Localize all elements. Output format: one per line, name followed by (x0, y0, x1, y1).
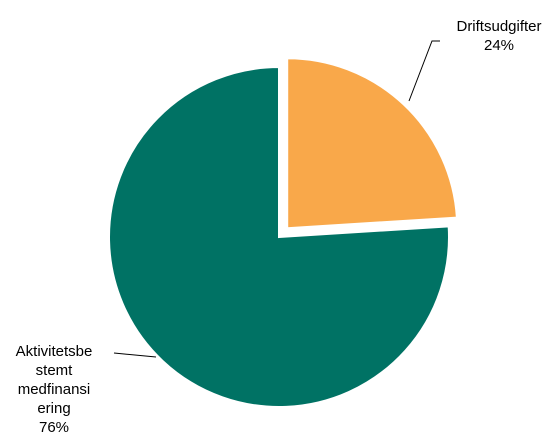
pie-slice-driftsudgifter (286, 57, 458, 230)
data-label-aktivitetsbestemt-medfinansiering: Aktivitetsbe stemt medfinansi ering 76% (0, 342, 108, 437)
leader-line-aktivitetsbestemt-medfinansiering (113, 352, 157, 358)
pie-slice-aktivitetsbestemt-medfinansiering (108, 65, 450, 408)
slice-label-line: stemt (35, 362, 73, 379)
slice-label-line: Aktivitetsbe (15, 343, 93, 360)
slice-label-line: ering (37, 400, 71, 417)
slice-percent: 76% (38, 419, 70, 436)
data-label-driftsudgifter: Driftsudgifter 24% (440, 17, 558, 55)
slice-percent: 24% (483, 37, 515, 54)
leader-line-driftsudgifter (408, 40, 440, 102)
slice-label-line: medfinansi (17, 381, 91, 398)
slice-label-line: Driftsudgifter (456, 18, 542, 35)
